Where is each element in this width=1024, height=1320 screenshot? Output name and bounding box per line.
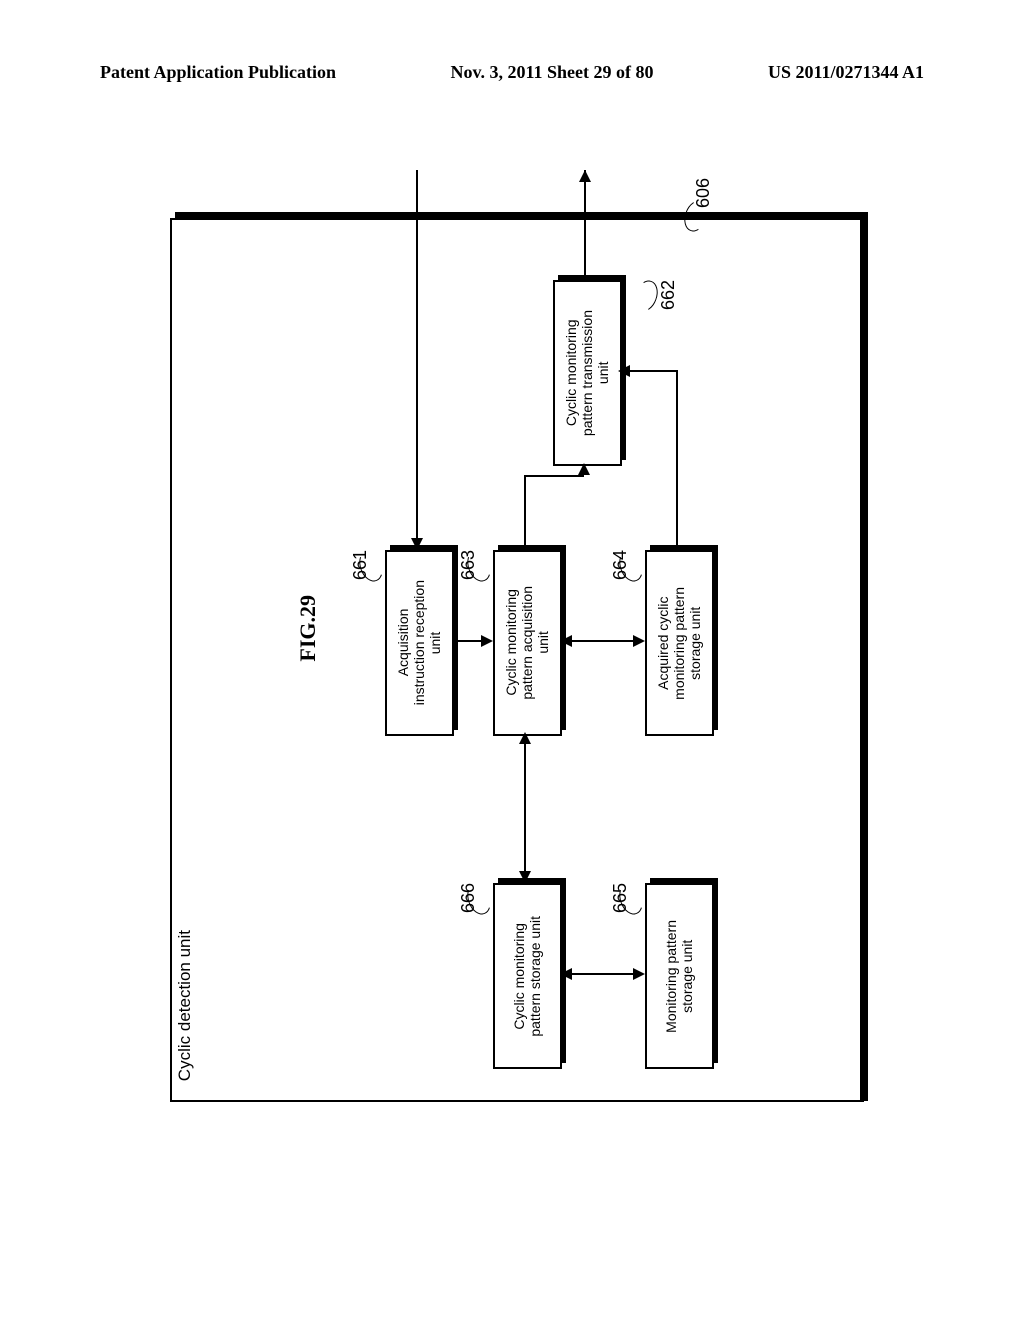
box-661: Acquisition instruction reception unit (385, 550, 454, 736)
arrow-in-661 (416, 220, 418, 540)
arrowhead-663-666-d (519, 871, 531, 883)
label-664: Acquired cyclic monitoring pattern stora… (655, 587, 703, 700)
header-right: US 2011/0271344 A1 (768, 62, 924, 83)
arrow-662-out (584, 170, 586, 280)
arrow-663-662-v (524, 475, 526, 550)
arrowhead-666-665-l (560, 968, 572, 980)
arrowhead-663-662 (578, 463, 590, 475)
arrowhead-666-665-r (633, 968, 645, 980)
arrowhead-663-666-u (519, 732, 531, 744)
arrowhead-661-663 (481, 635, 493, 647)
arrowhead-664-662 (618, 365, 630, 377)
arrow-663-662-h (524, 475, 584, 477)
box-662: Cyclic monitoring pattern transmission u… (553, 280, 622, 466)
box-664: Acquired cyclic monitoring pattern stora… (645, 550, 714, 736)
box-665: Monitoring pattern storage unit (645, 883, 714, 1069)
arrowhead-662-out (579, 170, 591, 182)
arrow-663-664 (563, 640, 641, 642)
box-663: Cyclic monitoring pattern acquisition un… (493, 550, 562, 736)
label-661: Acquisition instruction reception unit (395, 580, 443, 705)
header-center: Nov. 3, 2011 Sheet 29 of 80 (450, 62, 653, 83)
arrow-666-665 (563, 973, 641, 975)
label-662: Cyclic monitoring pattern transmission u… (563, 310, 611, 436)
figure-29: FIG.29 Cyclic detection unit 606 Acquisi… (165, 170, 885, 1100)
label-665: Monitoring pattern storage unit (663, 920, 695, 1033)
label-666: Cyclic monitoring pattern storage unit (511, 916, 543, 1037)
page-header: Patent Application Publication Nov. 3, 2… (0, 62, 1024, 83)
arrow-663-666 (524, 735, 526, 883)
ref-662: 662 (658, 280, 679, 310)
arrow-664-662-v2 (676, 370, 678, 550)
arrowhead-663-664-r (633, 635, 645, 647)
arrow-661-663 (453, 640, 483, 642)
header-left: Patent Application Publication (100, 62, 336, 83)
label-663: Cyclic monitoring pattern acquisition un… (503, 586, 551, 700)
arrow-ext-661 (416, 170, 418, 218)
arrowhead-663-664-l (560, 635, 572, 647)
container-label: Cyclic detection unit (175, 930, 195, 1081)
box-666: Cyclic monitoring pattern storage unit (493, 883, 562, 1069)
arrowhead-661 (411, 538, 423, 550)
